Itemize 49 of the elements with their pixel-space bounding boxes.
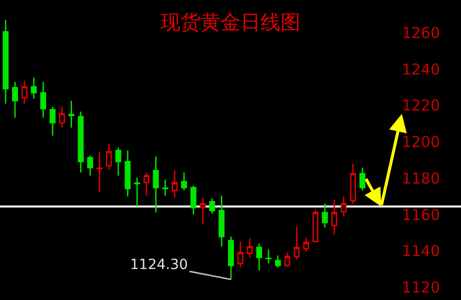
candlestick bbox=[350, 162, 356, 204]
candlestick bbox=[12, 81, 18, 118]
y-tick-label: 1140 bbox=[402, 242, 440, 260]
candlestick bbox=[228, 236, 234, 280]
candlestick bbox=[134, 176, 140, 208]
candlestick bbox=[152, 156, 159, 214]
candlestick bbox=[2, 19, 9, 104]
candlestick bbox=[172, 170, 178, 198]
y-tick-label: 1220 bbox=[402, 96, 440, 115]
candlestick bbox=[200, 196, 206, 226]
candlestick bbox=[115, 146, 122, 176]
candlestick bbox=[124, 150, 131, 198]
candlestick bbox=[59, 106, 65, 128]
candlestick bbox=[266, 248, 272, 264]
candlestick bbox=[256, 242, 262, 272]
candlestick bbox=[303, 236, 310, 252]
candlestick bbox=[144, 172, 150, 196]
candlestick bbox=[181, 172, 187, 192]
y-tick-label: 1120 bbox=[402, 278, 440, 297]
candlestick bbox=[340, 196, 347, 218]
candlestick bbox=[274, 254, 281, 268]
candlestick bbox=[96, 150, 102, 192]
y-tick-label: 1240 bbox=[402, 60, 440, 78]
candlestick bbox=[68, 100, 74, 128]
candlestick bbox=[312, 208, 318, 244]
candlestick bbox=[284, 252, 290, 268]
candlestick bbox=[87, 154, 94, 176]
y-tick-label: 1160 bbox=[402, 206, 440, 224]
y-tick-label: 1260 bbox=[402, 24, 440, 42]
candlestick bbox=[359, 166, 366, 192]
candlestick bbox=[331, 198, 338, 236]
candlestick bbox=[322, 202, 328, 228]
text: 现货黄金日线图 bbox=[160, 10, 300, 34]
candlestick bbox=[209, 198, 216, 214]
candlestick bbox=[162, 178, 168, 196]
candlestick bbox=[218, 194, 225, 248]
candlestick bbox=[40, 81, 46, 118]
candlestick bbox=[106, 142, 112, 170]
y-tick-label: 1200 bbox=[402, 133, 440, 152]
candlestick bbox=[50, 106, 56, 136]
candlestick bbox=[190, 184, 196, 216]
candlestick bbox=[237, 240, 244, 268]
y-tick-label: 1180 bbox=[402, 169, 440, 188]
candlestick bbox=[294, 226, 300, 260]
candlestick bbox=[246, 238, 253, 258]
annotation: 1124.30 bbox=[130, 257, 188, 273]
candlestick bbox=[78, 110, 84, 174]
candlestick bbox=[21, 80, 28, 104]
candlestick bbox=[30, 76, 37, 100]
